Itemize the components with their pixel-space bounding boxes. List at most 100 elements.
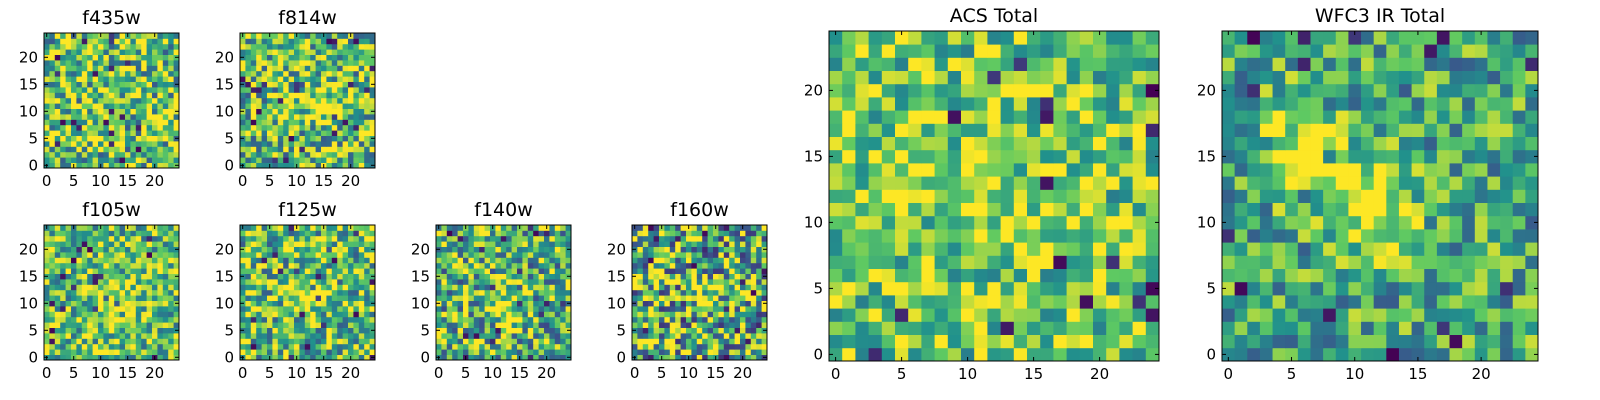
heatmap-cell [81,322,88,328]
heatmap-cell [130,119,137,126]
heatmap-cell [173,70,180,77]
heatmap-cell [441,300,448,307]
heatmap-cell [348,289,354,296]
heatmap-cell [1436,321,1450,335]
heatmap-cell [304,343,311,350]
heatmap-cell [240,268,246,274]
heatmap-cell [261,311,268,318]
heatmap-cell [745,262,752,269]
heatmap-cell [130,151,137,158]
heatmap-cell [146,54,153,61]
heatmap-cell [294,300,300,307]
heatmap-cell [895,281,909,296]
heatmap-cell [517,246,523,253]
heatmap-cell [707,268,714,274]
heatmap-cell [669,246,676,253]
heatmap-cell [527,349,534,355]
heatmap-cell [256,49,262,55]
heatmap-cell [348,151,354,158]
heatmap-cell [272,273,279,280]
heatmap-cell [921,149,935,164]
heatmap-cell [256,333,262,339]
heatmap-cell [256,322,262,328]
heatmap-cell [310,135,316,142]
heatmap-cell [152,130,158,136]
heatmap-cell [103,295,110,301]
heatmap-cell [277,316,284,323]
heatmap-cell [152,119,158,126]
heatmap-cell [152,49,158,55]
heatmap-cell [1259,229,1273,243]
heatmap-cell [468,252,475,258]
heatmap-cell [168,268,174,274]
heatmap-cell [642,327,649,334]
heatmap-cell [54,327,61,334]
heatmap-cell [554,343,561,350]
heatmap-cell [103,354,110,361]
heatmap-cell [675,322,681,328]
heatmap-cell [119,252,126,258]
heatmap-cell [162,273,169,280]
heatmap-cell [369,333,376,339]
heatmap-cell [1145,97,1160,111]
heatmap-cell [358,38,365,45]
heatmap-cell [522,241,529,247]
heatmap-cell [1500,215,1514,230]
heatmap-cell [54,279,61,285]
heatmap-cell [1066,44,1081,58]
heatmap-cell [369,252,376,258]
heatmap-cell [157,65,164,72]
heatmap-cell [538,273,545,280]
heatmap-cell [713,235,719,242]
heatmap-cell [65,289,72,296]
heatmap-cell [256,230,262,237]
heatmap-cell [288,262,295,269]
heatmap-cell [1259,189,1273,203]
heatmap-cell [718,268,725,274]
heatmap-cell [288,38,295,45]
heatmap-cell [364,268,370,274]
heatmap-cell [702,295,708,301]
heatmap-cell [565,343,572,350]
heatmap-cell [299,162,306,169]
heatmap-cell [648,273,654,280]
heatmap-cell [829,57,843,71]
heatmap-cell [1093,202,1107,217]
heatmap-cell [842,308,856,322]
heatmap-cell [87,241,93,247]
heatmap-cell [364,33,370,39]
heatmap-cell [250,33,257,39]
heatmap-cell [331,130,338,136]
heatmap-cell [92,92,99,99]
heatmap-cell [696,241,703,247]
heatmap-cell [707,257,714,264]
heatmap-cell [87,327,93,334]
heatmap-cell [250,130,257,136]
heatmap-cell [326,38,333,45]
heatmap-cell [141,327,147,334]
heatmap-cell [342,284,349,291]
heatmap-cell [987,163,1001,177]
heatmap-cell [463,295,469,301]
heatmap-cell [1013,347,1028,362]
heatmap-cell [162,327,169,334]
heatmap-cell [92,230,99,237]
heatmap-cell [549,295,556,301]
heatmap-cell [1259,149,1273,164]
heatmap-cell [565,311,572,318]
heatmap-cell [114,43,120,50]
heatmap-cell [696,333,703,339]
heatmap-cell [240,103,246,109]
heatmap-cell [745,235,752,242]
heatmap-cell [457,235,464,242]
heatmap-cell [554,327,561,334]
heatmap-cell [364,322,370,328]
heatmap-cell [632,284,638,291]
heatmap-cell [517,333,523,339]
heatmap-cell [364,65,370,72]
heatmap-cell [522,295,529,301]
heatmap-cell [468,284,475,291]
heatmap-cell [135,300,142,307]
heatmap-cell [81,114,88,120]
heatmap-cell [60,97,66,104]
